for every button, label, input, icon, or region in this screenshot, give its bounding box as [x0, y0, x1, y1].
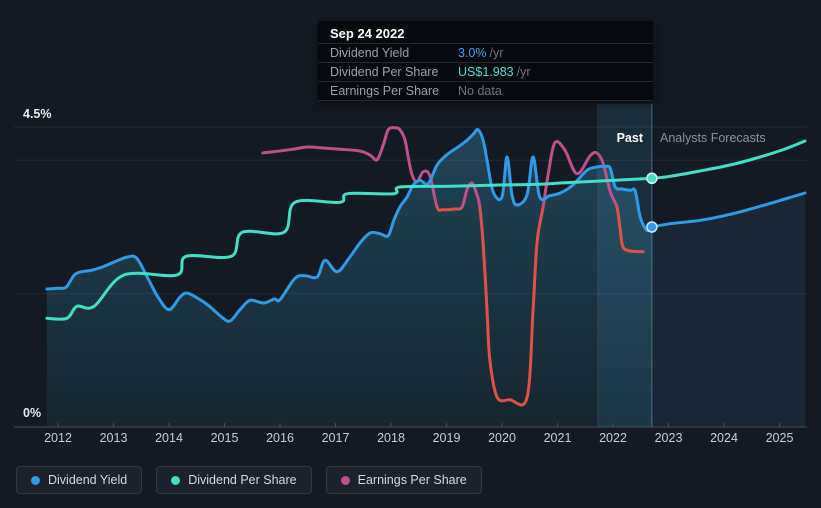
legend-item-dividend-per-share[interactable]: Dividend Per Share — [156, 466, 312, 494]
x-axis-label: 2025 — [765, 431, 794, 445]
dividend-yield-forecast-line — [650, 191, 807, 229]
legend-item-dividend-yield[interactable]: Dividend Yield — [16, 466, 143, 494]
eps-line — [435, 205, 464, 212]
eps-line — [460, 181, 482, 209]
past-region-label: Past — [616, 131, 643, 145]
x-axis-label: 2015 — [210, 431, 239, 445]
past-year-band — [596, 104, 652, 427]
dividend-yield-marker-dot[interactable] — [646, 221, 658, 233]
y-axis-label-bottom: 0% — [23, 406, 42, 420]
x-axis-label: 2017 — [321, 431, 350, 445]
x-axis-label: 2018 — [377, 431, 405, 445]
x-axis-label: 2012 — [44, 431, 72, 445]
dps-marker-dot[interactable] — [646, 172, 658, 185]
earnings-per-share-dot-icon — [340, 475, 350, 485]
eps-line — [478, 205, 545, 407]
x-axis-label: 2014 — [155, 431, 183, 445]
x-axis-label: 2013 — [99, 431, 128, 445]
x-axis-label: 2024 — [710, 431, 738, 445]
legend-item-earnings-per-share[interactable]: Earnings Per Share — [325, 466, 482, 494]
y-axis-label-top: 4.5% — [23, 107, 52, 121]
tooltip-date: Sep 24 2022 — [318, 21, 653, 44]
x-axis-label: 2022 — [599, 431, 627, 445]
dps-line — [45, 176, 654, 321]
dividend-yield-dot-icon — [31, 475, 40, 485]
forecast-area-fill — [651, 193, 805, 427]
x-axis-label: 2020 — [488, 431, 516, 445]
x-axis-label: 2023 — [654, 431, 683, 445]
tooltip-row-dividend-per-share: Dividend Per Share US$1.983 /yr — [318, 63, 653, 82]
hover-tooltip: Sep 24 2022 Dividend Yield 3.0% /yr Divi… — [318, 21, 653, 101]
x-axis-label: 2019 — [432, 431, 461, 445]
tooltip-row-dividend-yield: Dividend Yield 3.0% /yr — [318, 44, 653, 63]
eps-line — [541, 140, 619, 209]
dividend-yield-line — [45, 127, 654, 323]
x-axis-label: 2016 — [266, 431, 294, 445]
dps-forecast-line — [650, 139, 807, 180]
eps-line — [615, 205, 645, 254]
x-axis-label: 2021 — [543, 431, 572, 445]
dividend-per-share-dot-icon — [171, 475, 181, 485]
legend: Dividend Yield Dividend Per Share Earnin… — [16, 466, 482, 494]
past-area-fill — [46, 129, 652, 427]
forecast-region-label: Analysts Forecasts — [660, 131, 766, 145]
tooltip-row-earnings-per-share: Earnings Per Share No data — [318, 82, 653, 101]
